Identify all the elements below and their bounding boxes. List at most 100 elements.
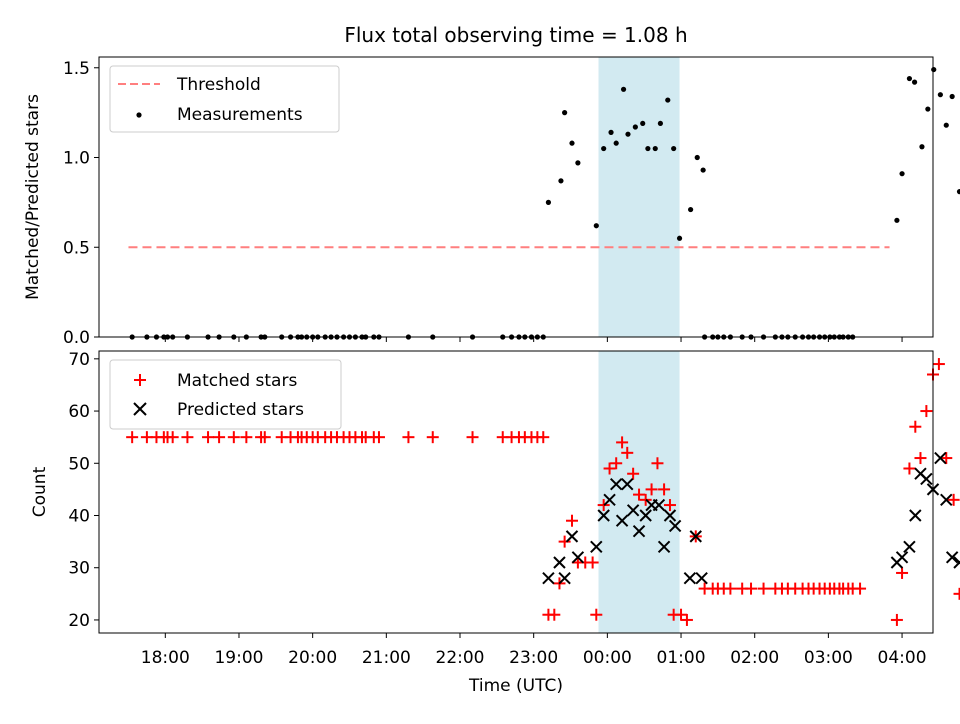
predicted-star-point: [597, 509, 610, 522]
measurement-point: [956, 189, 960, 195]
matched-star-point: [202, 431, 215, 444]
matched-star-point: [610, 457, 623, 470]
bottom-y-tick-label: 30: [68, 559, 90, 579]
x-tick-label: 18:00: [141, 648, 190, 668]
measurement-point: [593, 223, 599, 229]
matched-star-point: [126, 431, 139, 444]
bottom-legend-box: [109, 359, 342, 430]
top-y-tick-label: 1.5: [63, 59, 90, 79]
predicted-star-point: [695, 571, 708, 585]
predicted-star-point: [689, 530, 702, 543]
bottom-x-ticks: 18:00 19:00 20:00 21:00 22:00 23:00 00:00 01:00…: [141, 633, 927, 668]
bottom-y-tick-label: 50: [68, 454, 90, 474]
measurement-point: [688, 206, 694, 213]
top-y-tick-label: 1.0: [63, 149, 90, 169]
bottom-y-axis-label: Count: [30, 466, 50, 517]
top-y-ticks: 0.0 0.5 1.0 1.5: [63, 59, 99, 348]
matched-star-point: [914, 452, 927, 465]
matched-star-point: [896, 566, 909, 579]
x-tick-label: 21:00: [362, 648, 411, 668]
matched-star-point: [227, 431, 240, 444]
matched-star-point: [932, 358, 945, 371]
matched-star-point: [940, 452, 953, 465]
matched-star-point: [181, 431, 194, 444]
matched-stars-points: [126, 358, 960, 626]
legend-matched-swatch: [134, 374, 146, 386]
predicted-star-point: [639, 509, 652, 522]
bottom-panel: 20 30 40 50 60 70 18:00 19:00 20:00 21:00 22:00 23…: [30, 350, 960, 696]
measurement-point: [906, 75, 913, 82]
matched-star-point: [909, 420, 922, 433]
measurement-point: [652, 145, 658, 152]
top-axes-frame: [98, 56, 934, 338]
predicted-star-point: [603, 493, 616, 507]
predicted-star-point: [609, 477, 623, 491]
bottom-y-ticks: 20 30 40 50 60 70: [68, 350, 99, 631]
bottom-legend: Matched stars Predicted stars: [109, 359, 342, 430]
measurement-point: [925, 106, 931, 112]
matched-star-point: [854, 582, 867, 595]
measurement-point: [608, 129, 614, 135]
matched-star-point: [537, 431, 550, 444]
x-tick-label: 00:00: [583, 648, 632, 668]
matched-star-point: [724, 582, 737, 595]
x-tick-label: 23:00: [509, 648, 558, 668]
x-tick-label: 01:00: [657, 648, 706, 668]
predicted-star-point: [626, 504, 640, 517]
measurement-point: [671, 145, 677, 152]
measurement-point: [657, 120, 664, 127]
matched-star-point: [603, 462, 616, 475]
matched-star-point: [639, 493, 652, 506]
predicted-star-point: [652, 498, 666, 512]
predicted-star-point: [903, 540, 916, 554]
measurement-point: [937, 92, 943, 98]
measurement-point: [894, 217, 900, 223]
predicted-star-point: [621, 477, 634, 491]
measurement-point: [545, 199, 552, 205]
predicted-star-point: [558, 571, 571, 585]
matched-star-point: [590, 608, 603, 621]
top-x-ticks: [164, 337, 903, 342]
bottom-y-tick-label: 20: [68, 611, 90, 631]
matched-star-point: [558, 535, 571, 548]
predicted-star-point: [553, 556, 566, 569]
x-tick-label: 03:00: [804, 648, 853, 668]
predicted-star-point: [945, 551, 959, 564]
measurement-point: [562, 110, 568, 116]
measurement-point: [640, 120, 646, 127]
predicted-star-point: [668, 519, 682, 533]
predicted-star-point: [909, 509, 922, 522]
measurement-point: [569, 140, 575, 146]
matched-star-point: [663, 499, 676, 512]
matched-star-point: [466, 431, 479, 444]
matched-star-point: [402, 431, 415, 444]
predicted-star-point: [920, 472, 933, 486]
bottom-axes-frame: [98, 350, 934, 634]
x-tick-label: 22:00: [436, 648, 485, 668]
matched-star-point: [565, 514, 578, 527]
top-panel: 0.0 0.5 1.0 1.5 Matched/Predicted stars Thr…: [23, 56, 960, 348]
predicted-star-point: [542, 571, 555, 585]
x-tick-label: 19:00: [214, 648, 263, 668]
measurement-point: [931, 66, 937, 73]
chart-title: Flux total observing time = 1.08 h: [344, 23, 687, 47]
measurement-point: [645, 145, 651, 152]
top-y-tick-label: 0.0: [63, 328, 90, 348]
x-tick-label: 04:00: [878, 648, 927, 668]
predicted-stars-points: [542, 451, 960, 585]
measurement-point: [911, 79, 918, 85]
matched-star-point: [633, 488, 646, 501]
matched-star-point: [213, 431, 226, 444]
matched-star-point: [645, 483, 658, 496]
measurement-point: [613, 140, 619, 146]
measurement-point: [665, 97, 671, 103]
matched-star-point: [621, 446, 634, 459]
matched-star-point: [757, 582, 770, 595]
measurement-point: [943, 122, 949, 128]
predicted-star-point: [683, 571, 697, 585]
top-y-tick-label: 0.5: [63, 238, 90, 258]
measurement-point: [676, 235, 683, 241]
predicted-star-point: [663, 509, 677, 522]
measurement-point: [601, 145, 607, 152]
